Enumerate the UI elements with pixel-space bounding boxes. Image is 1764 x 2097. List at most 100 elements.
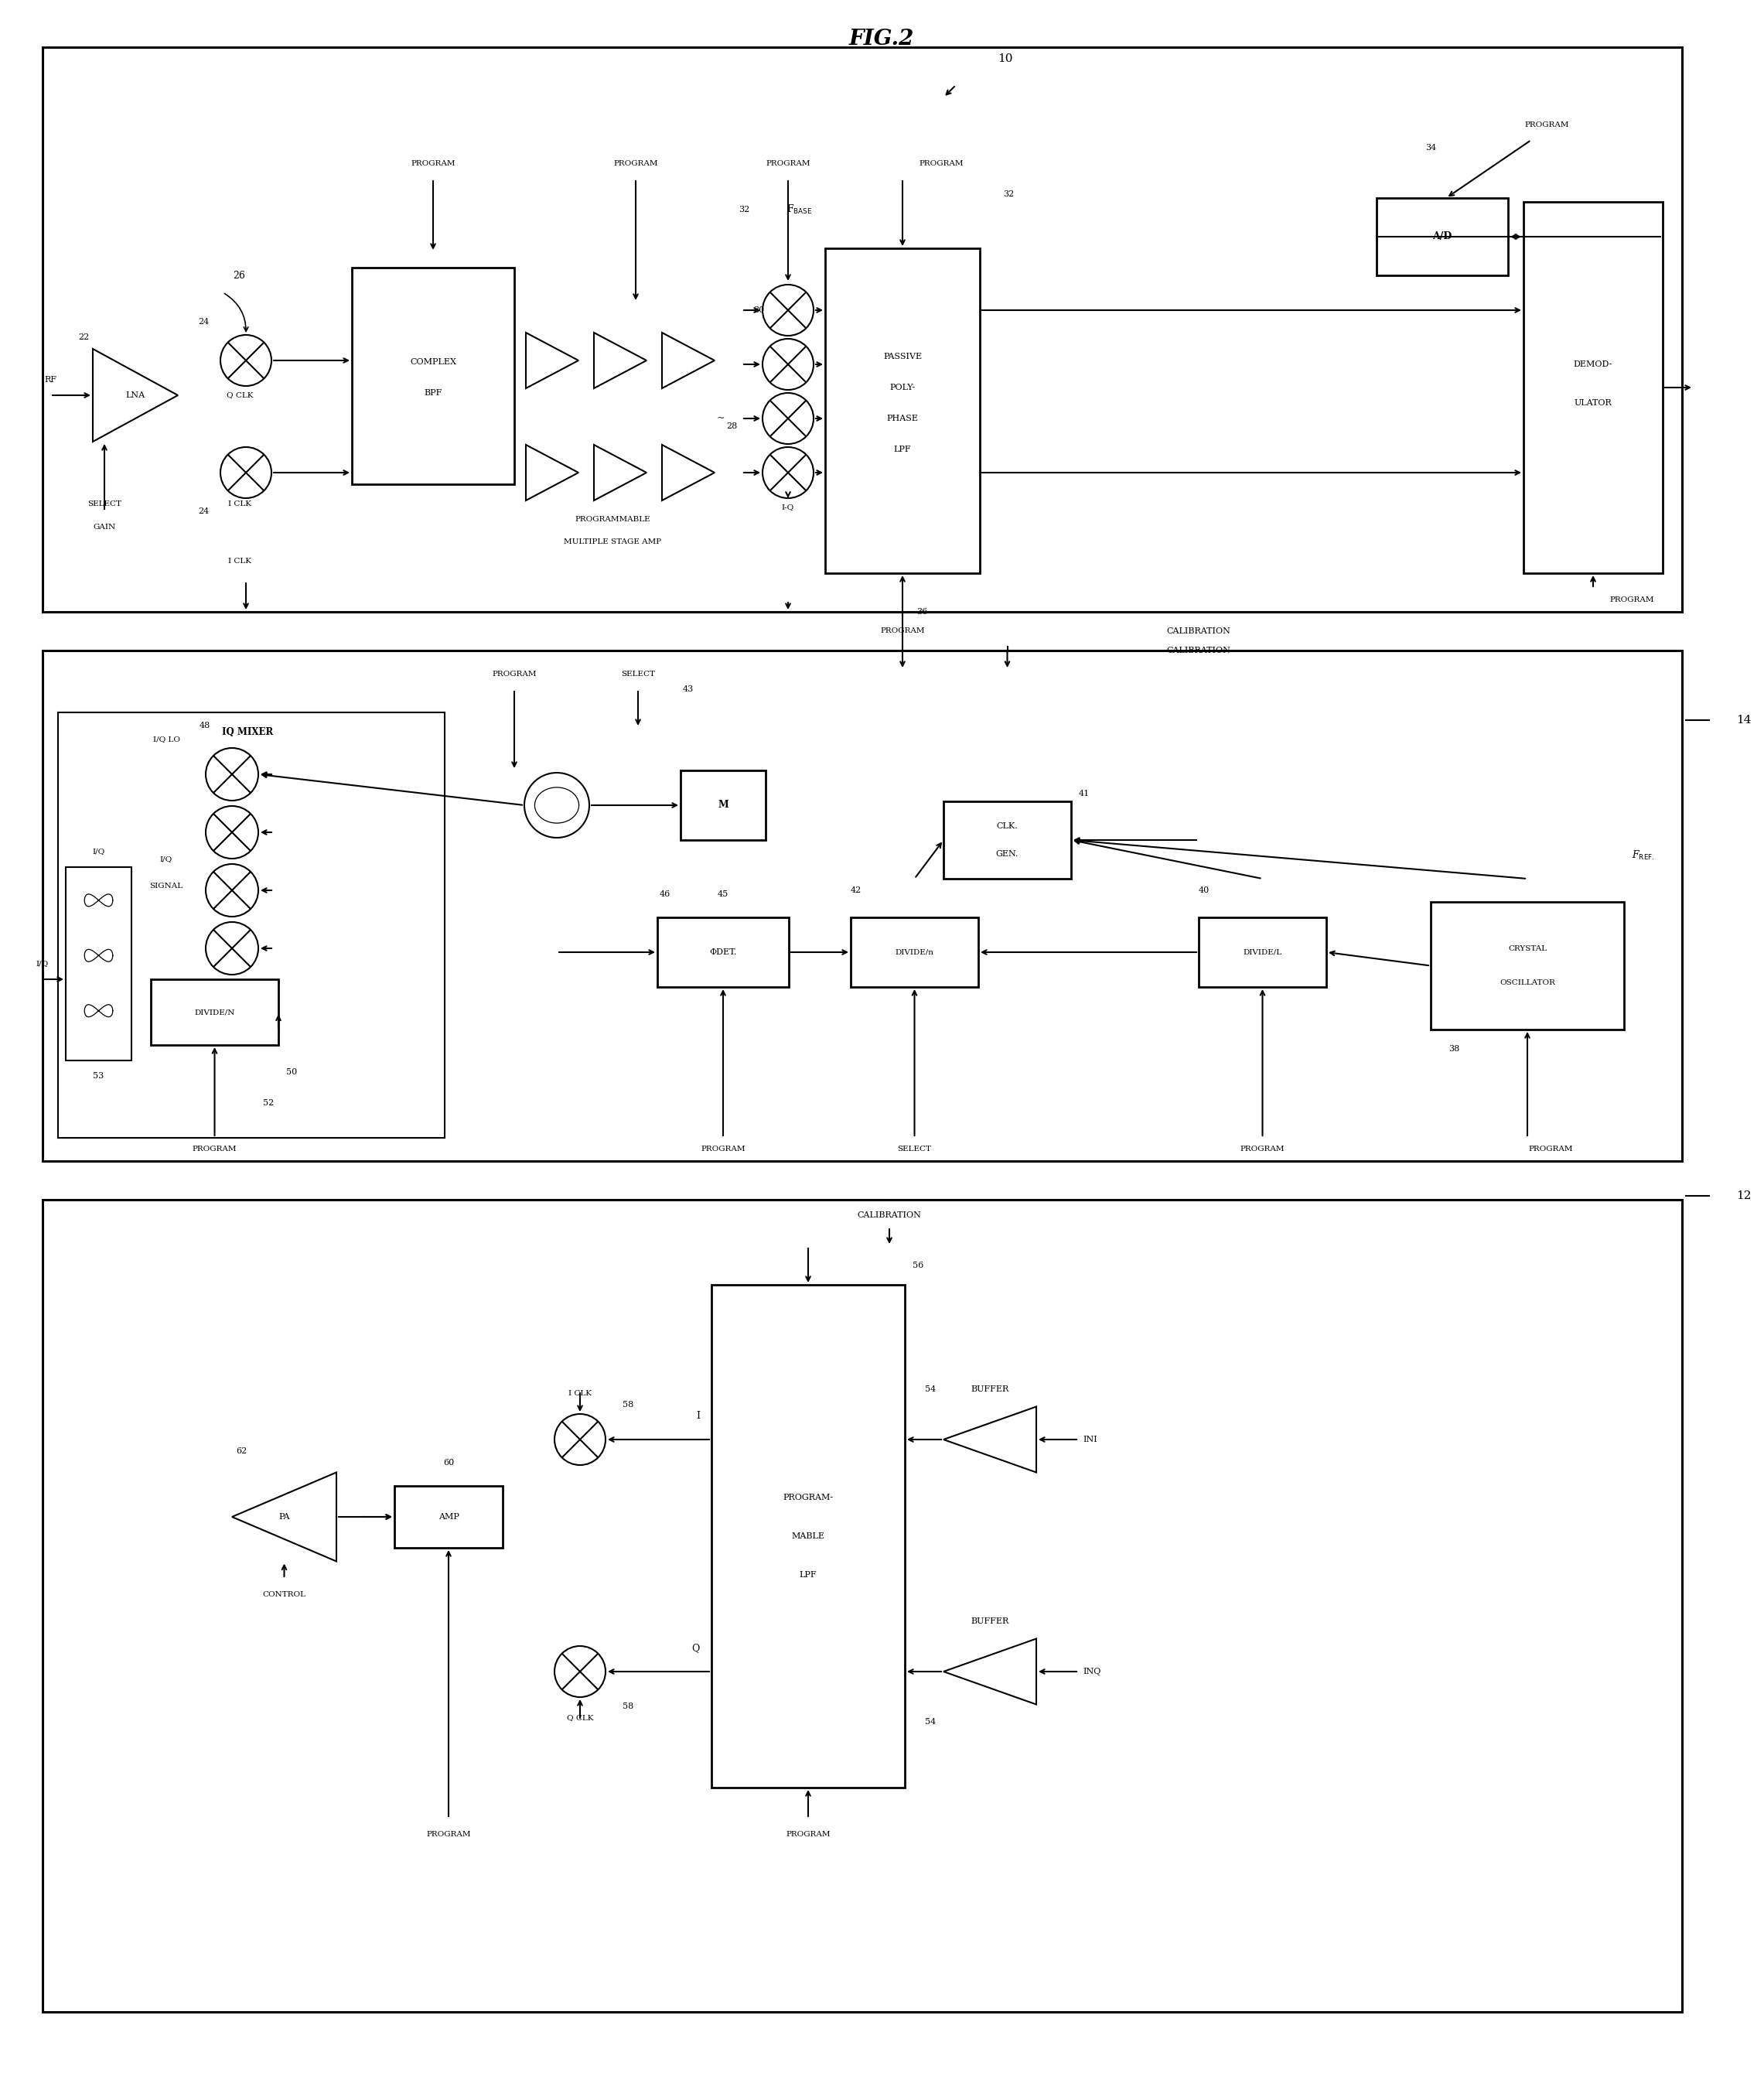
Text: ΦDET.: ΦDET.	[709, 948, 737, 956]
Text: 32: 32	[1004, 191, 1014, 197]
Text: PA: PA	[279, 1514, 289, 1520]
Text: ULATOR: ULATOR	[1573, 398, 1612, 407]
Bar	[150, 979, 279, 1044]
Text: I CLK: I CLK	[228, 499, 250, 507]
Text: DIVIDE/n: DIVIDE/n	[894, 948, 933, 956]
Text: DIVIDE/N: DIVIDE/N	[194, 1009, 235, 1015]
Text: 10: 10	[998, 52, 1013, 65]
Bar	[351, 268, 515, 484]
Text: LPF: LPF	[894, 445, 912, 453]
Text: CALIBRATION: CALIBRATION	[1166, 646, 1231, 654]
Text: 24: 24	[198, 507, 208, 516]
Text: DEMOD-: DEMOD-	[1573, 361, 1612, 369]
Text: F$_{\rm BASE}$: F$_{\rm BASE}$	[787, 203, 813, 216]
Bar	[1200, 916, 1327, 988]
Bar	[944, 801, 1071, 879]
Text: 62: 62	[236, 1447, 247, 1455]
Text: 12: 12	[1736, 1191, 1752, 1202]
Text: Q: Q	[691, 1644, 700, 1652]
Text: RF: RF	[44, 375, 56, 384]
Text: 24: 24	[198, 319, 208, 325]
Text: 52: 52	[263, 1099, 273, 1107]
Text: MULTIPLE STAGE AMP: MULTIPLE STAGE AMP	[564, 539, 662, 545]
Text: PROGRAM: PROGRAM	[919, 159, 963, 166]
Text: GAIN: GAIN	[93, 524, 116, 531]
Text: I/Q: I/Q	[161, 856, 173, 862]
Text: FIG.2: FIG.2	[848, 29, 914, 50]
Text: 60: 60	[443, 1460, 453, 1466]
Text: SELECT: SELECT	[621, 671, 654, 677]
Text: INQ: INQ	[1083, 1667, 1101, 1676]
Text: PROGRAM: PROGRAM	[1524, 122, 1568, 128]
Text: A/D: A/D	[1432, 231, 1452, 241]
Text: 54: 54	[924, 1386, 935, 1392]
Text: I/Q LO: I/Q LO	[153, 736, 180, 742]
Text: I/Q: I/Q	[92, 847, 104, 856]
Text: PROGRAM: PROGRAM	[880, 627, 924, 635]
Text: 56: 56	[912, 1262, 924, 1269]
Text: CLK.: CLK.	[997, 822, 1018, 830]
Bar	[1524, 201, 1663, 572]
Text: 50: 50	[286, 1067, 296, 1076]
Text: 34: 34	[1425, 145, 1436, 151]
Text: CONTROL: CONTROL	[263, 1592, 305, 1598]
Text: I CLK: I CLK	[228, 558, 250, 564]
Text: DIVIDE/L: DIVIDE/L	[1244, 948, 1282, 956]
Text: 14: 14	[1736, 715, 1752, 726]
Text: 28: 28	[727, 421, 737, 430]
Text: SELECT: SELECT	[898, 1145, 931, 1153]
Text: PHASE: PHASE	[887, 415, 919, 421]
Text: POLY-: POLY-	[889, 384, 916, 392]
Text: LNA: LNA	[125, 392, 145, 398]
Text: 58: 58	[623, 1703, 633, 1711]
Text: CALIBRATION: CALIBRATION	[1166, 627, 1231, 635]
Text: 26: 26	[233, 271, 245, 281]
Bar	[65, 868, 132, 1061]
Text: 32: 32	[739, 206, 750, 214]
Text: BUFFER: BUFFER	[970, 1617, 1009, 1625]
Bar	[42, 650, 1683, 1162]
Text: CRYSTAL: CRYSTAL	[1508, 946, 1547, 952]
Text: 48: 48	[199, 721, 210, 730]
Text: 53: 53	[93, 1072, 104, 1080]
Text: 45: 45	[718, 891, 729, 898]
Text: COMPLEX: COMPLEX	[409, 359, 457, 365]
Text: LPF: LPF	[799, 1571, 817, 1579]
Text: PROGRAM: PROGRAM	[614, 159, 658, 166]
Bar	[395, 1487, 503, 1548]
Text: PROGRAM: PROGRAM	[492, 671, 536, 677]
Text: CALIBRATION: CALIBRATION	[857, 1212, 921, 1218]
Text: PROGRAM: PROGRAM	[192, 1145, 236, 1153]
Text: OSCILLATOR: OSCILLATOR	[1499, 979, 1556, 986]
Text: F$_{\rm REF.}$: F$_{\rm REF.}$	[1632, 849, 1655, 862]
Text: M: M	[718, 801, 729, 809]
Bar	[1431, 902, 1625, 1030]
Text: 54: 54	[924, 1717, 935, 1726]
Text: 43: 43	[683, 686, 693, 694]
Text: AMP: AMP	[437, 1514, 459, 1520]
Text: I: I	[697, 1411, 700, 1422]
Text: PROGRAM: PROGRAM	[1609, 598, 1655, 604]
Text: I/Q: I/Q	[37, 960, 49, 967]
Text: GEN.: GEN.	[997, 849, 1018, 858]
Text: BPF: BPF	[423, 390, 443, 396]
Text: 30: 30	[753, 306, 764, 315]
Text: 46: 46	[660, 891, 670, 898]
Text: PROGRAM: PROGRAM	[427, 1831, 471, 1837]
Text: MABLE: MABLE	[792, 1533, 826, 1539]
Text: PROGRAM: PROGRAM	[700, 1145, 746, 1153]
Bar	[826, 247, 979, 572]
Text: 22: 22	[78, 333, 88, 342]
Text: 38: 38	[1448, 1044, 1459, 1053]
Bar	[42, 48, 1683, 612]
Bar	[711, 1285, 905, 1787]
Text: PROGRAM: PROGRAM	[766, 159, 810, 166]
Text: PROGRAM-: PROGRAM-	[783, 1493, 833, 1501]
Text: Q CLK: Q CLK	[226, 392, 252, 398]
Text: PROGRAM: PROGRAM	[1528, 1145, 1573, 1153]
Text: I-Q: I-Q	[781, 503, 794, 512]
Text: I CLK: I CLK	[568, 1390, 591, 1397]
Text: 40: 40	[1200, 887, 1210, 893]
Bar	[1376, 197, 1508, 275]
Bar	[658, 916, 789, 988]
